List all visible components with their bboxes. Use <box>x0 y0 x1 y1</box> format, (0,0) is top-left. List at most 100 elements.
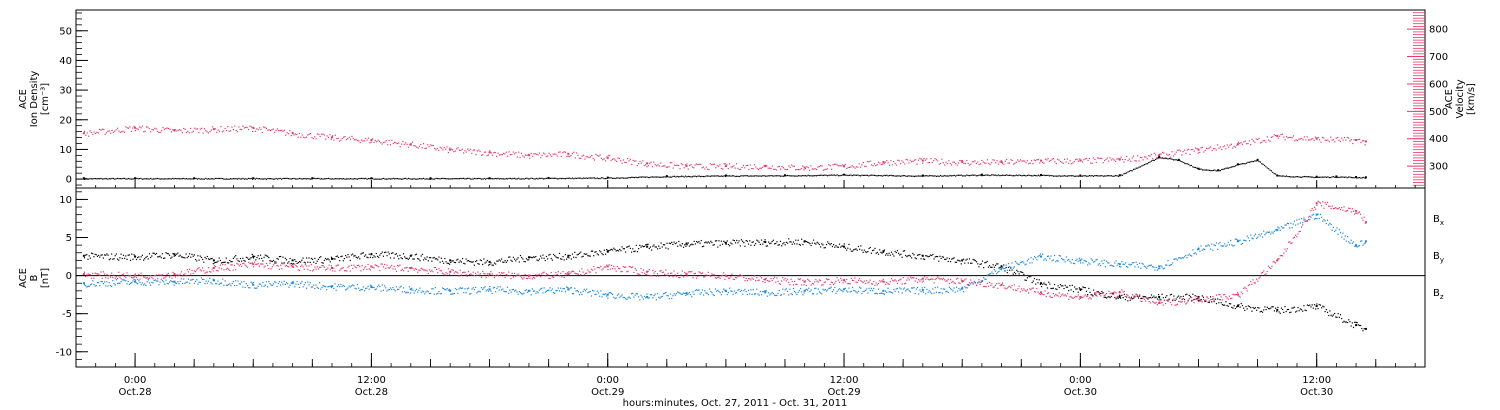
by-trace-point <box>1033 256 1036 258</box>
velocity-trace-point <box>1349 140 1351 142</box>
density-trace-point <box>1291 176 1293 178</box>
by-trace-point <box>441 287 444 289</box>
bz-trace-point <box>679 276 681 279</box>
bx-trace-point <box>1207 301 1209 303</box>
velocity-trace-point <box>111 129 113 131</box>
by-trace-point <box>803 292 805 294</box>
velocity-trace-point <box>1171 151 1173 153</box>
bx-trace-point <box>249 258 251 260</box>
bx-trace-point <box>1011 269 1013 271</box>
density-trace-point <box>599 177 601 180</box>
velocity-trace-point <box>500 154 502 156</box>
by-trace-point <box>1273 230 1275 232</box>
density-trace-point <box>143 178 145 180</box>
by-trace-point <box>815 287 817 289</box>
density-trace-point <box>1141 165 1143 167</box>
velocity-trace-point <box>225 130 228 132</box>
bx-trace-point <box>328 259 330 261</box>
by-trace-point <box>1338 229 1340 231</box>
by-trace-point <box>944 288 946 290</box>
density-trace-point <box>709 175 711 177</box>
bz-data-point <box>1236 293 1239 296</box>
bx-trace-point <box>518 261 520 263</box>
by-trace-point <box>569 287 571 289</box>
velocity-trace-point <box>172 129 174 131</box>
density-trace-point <box>624 177 626 179</box>
by-trace-point <box>1122 263 1124 265</box>
density-trace-point <box>283 177 285 180</box>
by-trace-point <box>965 287 967 289</box>
bx-trace-point <box>1209 296 1212 298</box>
bx-trace-point <box>354 255 356 257</box>
density-data-point <box>429 177 432 180</box>
bx-trace-point <box>794 243 796 245</box>
density-trace-point <box>726 175 728 177</box>
velocity-trace-point <box>548 152 550 154</box>
velocity-trace-point <box>205 130 207 132</box>
bz-trace-point <box>716 277 718 279</box>
bx-trace-point <box>122 254 125 256</box>
by-trace-point <box>252 281 255 284</box>
density-trace-point <box>1240 163 1242 165</box>
bx-trace-point <box>324 257 327 260</box>
bx-trace-point <box>1036 278 1038 281</box>
velocity-trace-point <box>1290 136 1292 139</box>
bz-trace-point <box>127 274 129 276</box>
velocity-trace-point <box>307 134 309 136</box>
bz-trace-point <box>412 267 414 270</box>
bx-trace-point <box>132 258 134 260</box>
bx-trace-point <box>812 239 815 241</box>
bz-trace-point <box>515 275 517 277</box>
by-trace-point <box>127 280 129 283</box>
by-trace-point <box>448 288 451 290</box>
bx-trace-point <box>452 260 454 262</box>
bx-trace-point <box>990 266 992 268</box>
velocity-data-point <box>882 160 885 163</box>
bx-trace-point <box>1123 293 1125 295</box>
bx-data-point <box>527 256 530 259</box>
by-trace-point <box>1351 242 1353 244</box>
velocity-data-point <box>527 154 530 157</box>
by-trace-point <box>239 283 242 285</box>
bz-trace-point <box>571 270 574 272</box>
by-trace-point <box>967 283 969 286</box>
bz-trace-point <box>275 262 277 264</box>
bz-trace-point <box>537 274 539 276</box>
bx-trace-point <box>343 257 346 260</box>
density-trace-point <box>713 175 716 177</box>
bx-trace-point <box>1050 287 1052 289</box>
density-trace-point <box>1172 159 1175 161</box>
by-trace-point <box>144 283 146 285</box>
density-trace-point <box>904 175 906 177</box>
density-trace-point <box>592 177 594 179</box>
bx-data-point <box>685 242 688 245</box>
bz-trace-point <box>612 267 614 270</box>
velocity-data-point <box>1000 160 1003 163</box>
bz-trace-point <box>818 279 821 281</box>
velocity-trace-point <box>253 127 255 129</box>
density-trace-point <box>545 177 547 179</box>
bx-trace-point <box>949 260 952 263</box>
bx-data-point <box>764 241 767 244</box>
bx-trace-point <box>933 258 935 260</box>
velocity-trace-point <box>1057 158 1059 160</box>
bz-trace-point <box>763 278 765 281</box>
velocity-trace-point <box>421 146 423 149</box>
density-trace-point <box>1004 174 1006 176</box>
velocity-trace-point <box>1094 158 1096 161</box>
velocity-trace-point <box>1230 143 1233 145</box>
bx-trace-point <box>283 262 285 264</box>
bz-trace-point <box>720 275 722 277</box>
bx-trace-point <box>1313 304 1316 306</box>
bz-trace-point <box>753 275 756 277</box>
bx-trace-point <box>607 251 609 254</box>
by-trace-point <box>111 285 113 288</box>
by-trace-point <box>1009 266 1011 268</box>
density-trace-point <box>1159 157 1161 159</box>
velocity-trace-point <box>1052 157 1055 160</box>
by-trace-point <box>434 287 437 289</box>
bx-trace-point <box>544 259 546 262</box>
bz-trace-point <box>704 276 706 278</box>
velocity-trace-point <box>709 163 711 165</box>
bx-trace-point <box>1152 296 1154 299</box>
